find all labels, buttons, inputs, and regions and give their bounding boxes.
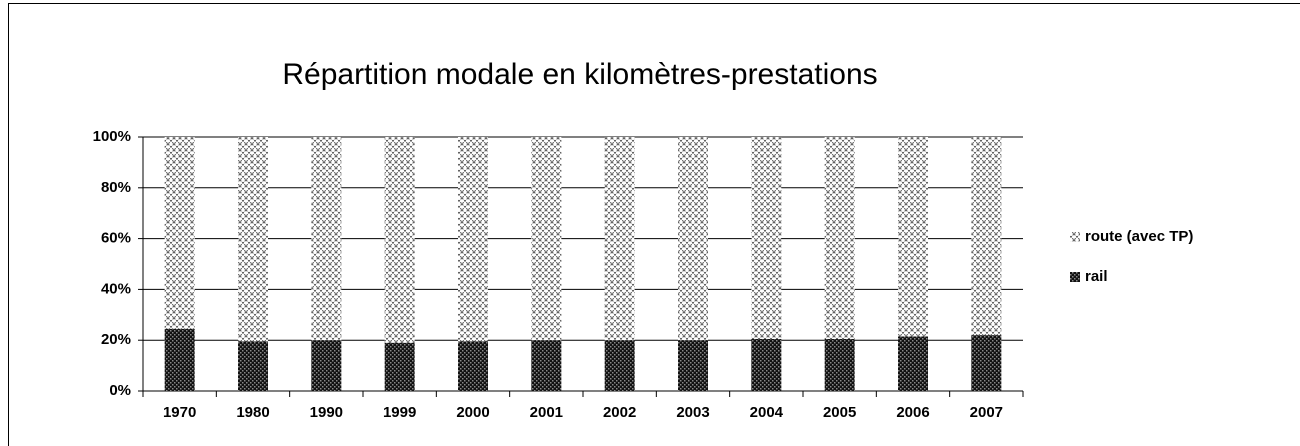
- legend-swatch: [1070, 272, 1080, 282]
- bar-segment: [678, 137, 708, 341]
- x-tick-label: 1970: [163, 404, 196, 421]
- y-tick-label: 20%: [101, 331, 131, 348]
- y-tick-label: 60%: [101, 230, 131, 247]
- bar-segment: [164, 137, 195, 329]
- bar-segment: [604, 137, 635, 341]
- bar-segment: [238, 137, 268, 342]
- bar-segment: [971, 335, 1002, 391]
- bar-segment: [384, 342, 415, 391]
- bar-segment: [384, 137, 415, 343]
- bar-segment: [898, 137, 928, 337]
- bar-segment: [311, 137, 342, 341]
- x-tick-label: 2007: [970, 404, 1003, 421]
- x-tick-label: 2004: [750, 404, 784, 421]
- bar-segment: [971, 137, 1002, 336]
- bar-segment: [458, 341, 488, 391]
- bar-segment: [824, 338, 855, 391]
- frame: [8, 3, 1300, 446]
- bar-segment: [164, 328, 195, 391]
- x-tick-label: 1980: [236, 404, 269, 421]
- x-tick-label: 2000: [456, 404, 489, 421]
- bar-segment: [531, 340, 562, 391]
- x-tick-label: 2001: [530, 404, 563, 421]
- bar-segment: [751, 338, 782, 391]
- bar-segment: [458, 137, 488, 342]
- y-tick-label: 40%: [101, 280, 131, 297]
- x-tick-label: 2003: [676, 404, 709, 421]
- x-tick-label: 1999: [383, 404, 416, 421]
- chart-title: Répartition modale en kilomètres-prestat…: [282, 58, 877, 91]
- x-tick-label: 2006: [896, 404, 929, 421]
- bar-segment: [678, 340, 708, 391]
- bar-segment: [311, 340, 342, 391]
- bar-segment: [824, 137, 855, 339]
- x-tick-label: 1990: [310, 404, 343, 421]
- y-tick-label: 100%: [93, 128, 131, 145]
- bar-segment: [238, 341, 268, 391]
- y-tick-label: 80%: [101, 179, 131, 196]
- legend-swatch: [1070, 232, 1080, 242]
- x-tick-label: 2005: [823, 404, 856, 421]
- x-tick-label: 2002: [603, 404, 636, 421]
- bar-segment: [604, 340, 635, 391]
- y-tick-label: 0%: [109, 382, 131, 399]
- bar-segment: [531, 137, 562, 341]
- bar-segment: [751, 137, 782, 339]
- legend-label: rail: [1085, 268, 1108, 285]
- bar-segment: [898, 336, 928, 391]
- legend-label: route (avec TP): [1085, 228, 1193, 245]
